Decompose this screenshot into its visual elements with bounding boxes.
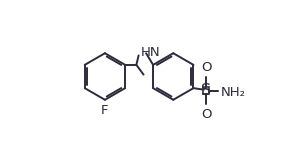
Text: NH₂: NH₂ xyxy=(221,86,245,99)
Text: F: F xyxy=(101,104,109,117)
Text: O: O xyxy=(201,108,211,121)
Bar xyxy=(203,87,209,94)
Text: HN: HN xyxy=(141,46,160,59)
Text: O: O xyxy=(201,61,211,74)
Text: S: S xyxy=(201,83,211,98)
